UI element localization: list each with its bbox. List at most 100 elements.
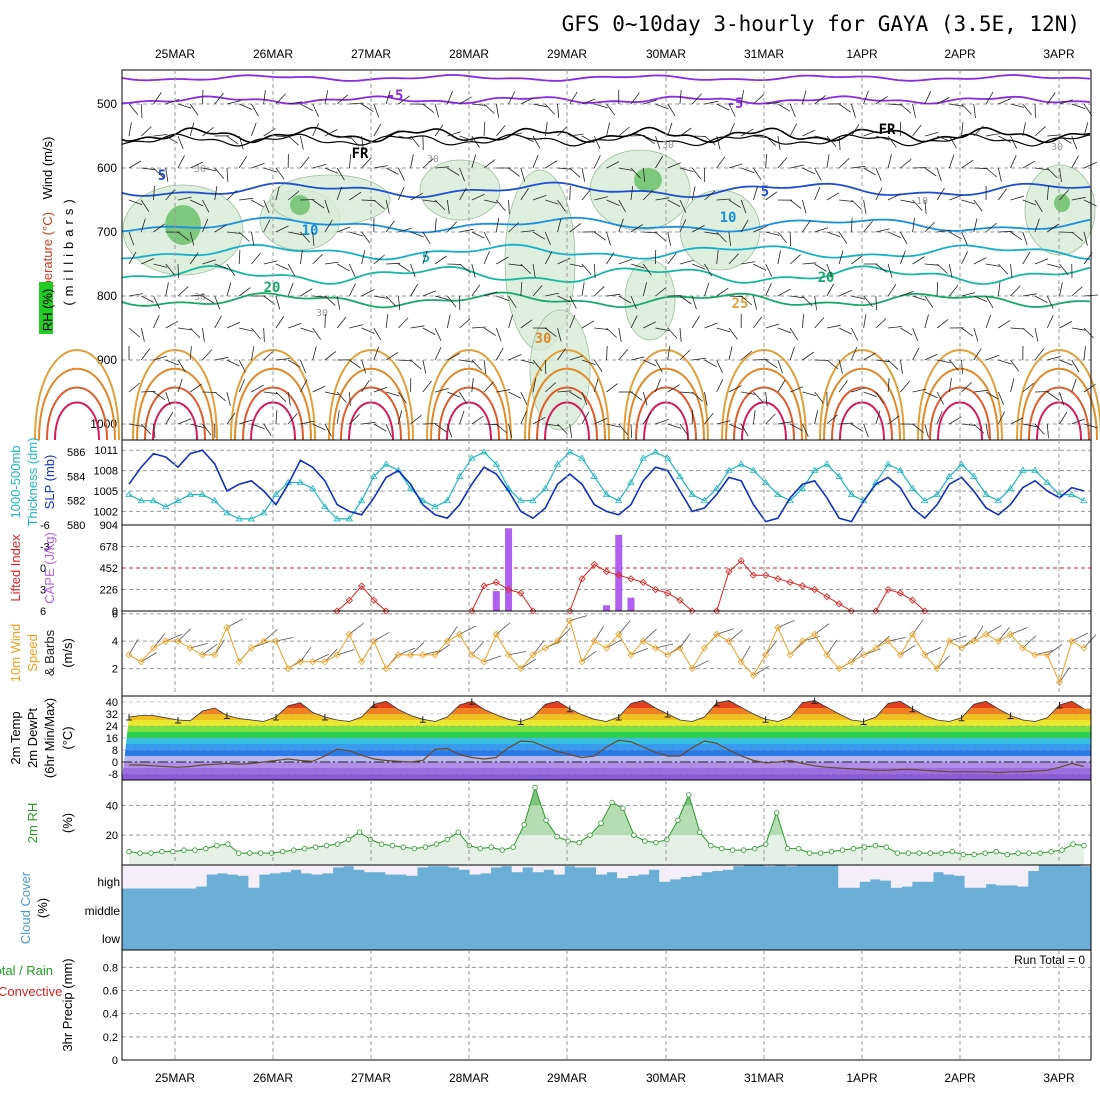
upper-wind-barb bbox=[153, 134, 168, 137]
wind10-series-point bbox=[137, 658, 145, 666]
thickness-series-point bbox=[602, 490, 611, 498]
wind10-ylabel-3: & Barbs bbox=[42, 629, 57, 676]
upper-wind-barb bbox=[300, 288, 313, 297]
wind10-series-point bbox=[909, 630, 917, 638]
upper-wind-barb bbox=[397, 167, 405, 181]
boundary-layer-contour bbox=[332, 367, 410, 441]
upper-wind-barb bbox=[385, 391, 400, 397]
upper-wind-barb bbox=[532, 195, 547, 201]
upper-wind-barb bbox=[239, 197, 254, 201]
wind10-series-point bbox=[847, 658, 855, 666]
wind10-series-point bbox=[382, 665, 390, 673]
upper-wind-barb bbox=[361, 359, 367, 374]
temp-band bbox=[122, 756, 1091, 762]
upper-wind-barb bbox=[642, 282, 647, 297]
upper-wind-barb bbox=[312, 103, 319, 117]
upper-wind-barb bbox=[569, 167, 581, 178]
wind10-barb bbox=[520, 658, 537, 669]
upper-wind-barb bbox=[312, 295, 327, 298]
upper-wind-barb bbox=[275, 316, 285, 329]
rh2m-point bbox=[598, 820, 604, 826]
temp-band bbox=[122, 714, 1091, 720]
upper-wind-barb bbox=[153, 223, 166, 233]
rh2m-point bbox=[280, 848, 286, 855]
upper-wind-barb bbox=[1034, 348, 1044, 361]
upper-wind-barb bbox=[728, 163, 743, 169]
lifted-index-series-point bbox=[517, 589, 525, 597]
upper-wind-barb bbox=[740, 350, 753, 361]
upper-wind-barb bbox=[410, 231, 424, 238]
wind10-barb bbox=[973, 625, 984, 642]
wind10-series bbox=[128, 619, 1085, 684]
upper-wind-barb bbox=[924, 199, 927, 214]
wind10-barb bbox=[496, 622, 511, 635]
upper-wind-barb bbox=[336, 167, 345, 181]
upper-wind-barb bbox=[140, 126, 152, 137]
lifted-index-series-point bbox=[370, 596, 378, 604]
rh-shading bbox=[589, 149, 691, 231]
rh2m-point bbox=[411, 845, 418, 852]
upper-wind-barb bbox=[691, 93, 702, 105]
lifted-index-series-point bbox=[345, 596, 353, 604]
upper-wind-barb bbox=[385, 220, 395, 233]
upper-wind-barb bbox=[826, 414, 838, 425]
upper-wind-barb bbox=[373, 123, 382, 137]
cloud-ylabel-2: (%) bbox=[35, 898, 50, 918]
upper-wind-barb bbox=[508, 391, 522, 399]
wind10-series-point bbox=[296, 658, 304, 666]
rh-contour-label: 30 bbox=[662, 140, 674, 151]
wind10-series-point bbox=[125, 651, 133, 659]
upper-wind-barb bbox=[642, 391, 648, 406]
upper-wind-barb bbox=[814, 263, 827, 272]
rh2m-point bbox=[752, 845, 758, 852]
upper-wind-barb bbox=[1071, 196, 1086, 201]
upper-wind-barb bbox=[704, 322, 718, 329]
upper-wind-barb bbox=[655, 327, 670, 332]
temp2m-ylabel-2: 2m DewPt bbox=[25, 708, 40, 768]
cloud-high-bar bbox=[427, 865, 439, 867]
rh2m-panel: 40 20 bbox=[106, 779, 1092, 866]
upper-wind-barb bbox=[545, 160, 558, 169]
wind-tick: 4 bbox=[112, 636, 118, 648]
thickness-series-point bbox=[259, 509, 268, 516]
lifted-index-series-point bbox=[333, 607, 341, 615]
upper-wind-barb bbox=[532, 285, 543, 297]
upper-wind-barb bbox=[765, 391, 768, 406]
upper-wind-barb bbox=[349, 283, 356, 297]
wind10-barb bbox=[875, 635, 890, 649]
upper-wind-barb bbox=[471, 415, 484, 425]
upper-wind-barb bbox=[569, 295, 577, 309]
upper-wind-barb bbox=[153, 355, 168, 361]
thickness-series-point bbox=[321, 503, 329, 510]
thickness-series-point bbox=[394, 466, 403, 473]
upper-wind-barb bbox=[435, 166, 450, 169]
wind10-barb bbox=[177, 628, 192, 642]
upper-wind-barb bbox=[373, 295, 388, 299]
wind10-barb bbox=[410, 642, 425, 656]
cloud-high-bar bbox=[596, 865, 607, 875]
cloud-high-bar bbox=[606, 865, 618, 873]
cloud-high-bar bbox=[448, 865, 460, 868]
wind10-ylabel-1: 10m Wind bbox=[8, 624, 23, 683]
bottom-date-label: 3APR bbox=[1043, 1071, 1075, 1085]
upper-wind-barb bbox=[177, 418, 192, 425]
wind10-ylabel-4: (m/s) bbox=[60, 638, 75, 668]
contour-label: -5 bbox=[387, 88, 404, 104]
li-tick: 3 bbox=[40, 585, 46, 597]
wind10-series-point bbox=[823, 651, 831, 659]
cloud-high-bar bbox=[174, 865, 186, 889]
upper-wind-barb bbox=[740, 199, 747, 214]
contour-label: FR bbox=[352, 146, 369, 162]
upper-wind-barb bbox=[1059, 167, 1062, 182]
thickness-series-point bbox=[712, 484, 721, 491]
wind10-series-point bbox=[725, 637, 733, 645]
upper-wind-barb bbox=[495, 327, 502, 342]
upper-wind-barb bbox=[336, 410, 340, 425]
wind10-barb bbox=[447, 625, 458, 642]
upper-wind-barb bbox=[973, 218, 978, 233]
upper-wind-barb bbox=[863, 167, 876, 176]
bottom-date-label: 30MAR bbox=[646, 1071, 686, 1085]
slp-tick: 1005 bbox=[94, 486, 118, 498]
wind10-series-point bbox=[541, 644, 549, 652]
